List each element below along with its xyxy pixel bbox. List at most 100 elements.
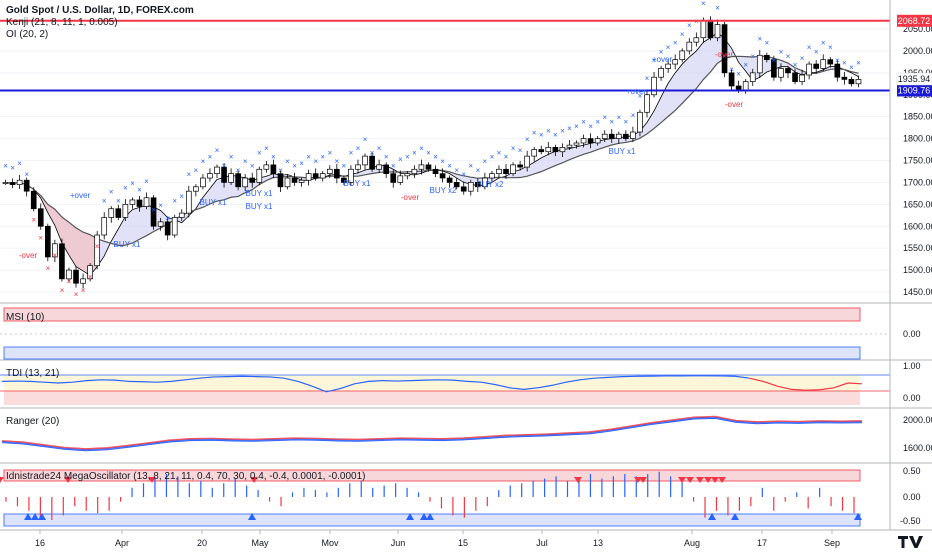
candle-up (193, 186, 199, 192)
msi-pane[interactable]: MSI (10) 0.00 (0, 307, 921, 360)
kenji-marker: × (680, 30, 685, 39)
signal-annotation: -over (725, 100, 744, 109)
ranger-tick-1600: 1600.00 (903, 443, 932, 453)
kenji-marker: × (144, 177, 149, 186)
kenji-marker: × (426, 148, 431, 157)
price-tick-label: 1800.00 (903, 134, 932, 144)
tdi-mid-band (4, 375, 860, 391)
candle-up (496, 168, 502, 174)
candle-up (80, 278, 86, 284)
price-tick-label: 1500.00 (903, 265, 932, 275)
indicator-oi-label[interactable]: OI (20, 2) (6, 29, 48, 40)
candle-up (185, 190, 192, 214)
kenji-marker: × (588, 122, 593, 131)
kenji-marker: × (306, 153, 311, 162)
time-tick-label: 20 (197, 538, 207, 548)
candle-down (608, 133, 615, 139)
candle-up (686, 41, 693, 52)
kenji-marker: × (518, 146, 523, 155)
candle-up (467, 182, 474, 192)
time-axis[interactable]: 16 Apr 20 May Mov Jun 15 Jul 13 Aug 17 Sep (35, 530, 840, 548)
kenji-marker: × (419, 144, 424, 153)
candle-up (665, 63, 671, 69)
tdi-label[interactable]: TDI (13, 21) (6, 368, 59, 379)
tdi-line (1, 375, 750, 393)
candle-up (404, 173, 411, 177)
candle-down (439, 173, 446, 179)
candle-up (87, 265, 93, 280)
price-tick-label: 1450.00 (903, 287, 932, 297)
mega-sell-marker (639, 477, 647, 483)
kenji-marker: × (194, 166, 199, 175)
msi-upper-band (3, 307, 861, 322)
candle-down (460, 186, 467, 192)
kenji-marker: × (278, 166, 283, 175)
candle-up (806, 63, 812, 76)
candle-down (369, 155, 375, 170)
candle-up (397, 175, 404, 183)
kenji-marker: × (109, 188, 114, 197)
kenji-marker: × (165, 214, 170, 223)
kenji-marker: × (757, 34, 762, 43)
mega-tick-zero: 0.00 (903, 492, 921, 502)
candle-down (841, 76, 848, 80)
tdi-pane[interactable]: TDI (13, 21) 1.00 0.00 (0, 361, 921, 405)
mega-label[interactable]: Idnistrade24 MegaOscillator (13, 8, 21, … (6, 471, 365, 482)
price-tick-label: 2000.00 (903, 46, 932, 56)
ranger-pane[interactable]: Ranger (20) 2000.00 1600.00 (1, 415, 932, 453)
msi-label[interactable]: MSI (10) (6, 312, 44, 323)
candle-down (728, 72, 735, 87)
candle-up (482, 177, 488, 188)
support-tag: 1909.76 (897, 84, 932, 97)
candle-up (693, 37, 700, 43)
candle-up (263, 164, 270, 170)
candle-up (637, 111, 643, 133)
kenji-marker: × (821, 39, 826, 48)
candle-up (284, 177, 291, 188)
candle-up (157, 221, 164, 227)
kenji-marker: × (95, 242, 100, 251)
candle-down (538, 149, 545, 153)
kenji-marker: × (743, 61, 748, 70)
kenji-marker: × (567, 124, 572, 133)
price-pane[interactable]: 1450.00 1500.00 1550.00 1600.00 1650.00 1700.… (0, 0, 932, 300)
kenji-marker: × (631, 111, 636, 120)
indicator-kenji-label[interactable]: Kenji (21, 8, 11, 1, 0.005) (6, 17, 118, 28)
time-tick-label: Apr (115, 538, 129, 548)
kenji-marker: × (370, 148, 375, 157)
mega-buy-marker (406, 513, 414, 520)
mega-sell-marker (678, 477, 686, 483)
candle-up (672, 59, 679, 65)
candle-down (45, 225, 51, 258)
candle-down (312, 173, 319, 179)
candle-up (545, 147, 552, 153)
mega-buy-marker (24, 513, 32, 520)
kenji-marker: × (243, 157, 248, 166)
time-tick-label: Aug (684, 538, 700, 548)
kenji-marker: × (616, 113, 621, 122)
kenji-marker: × (377, 144, 382, 153)
candle-up (376, 164, 382, 170)
kenji-marker: × (440, 157, 445, 166)
kenji-marker: × (609, 118, 614, 127)
candle-up (298, 179, 305, 183)
kenji-marker: × (123, 183, 128, 192)
kenji-marker: × (581, 118, 586, 127)
candle-up (566, 144, 573, 148)
mega-sell-marker (250, 477, 258, 483)
candle-down (341, 177, 347, 183)
candle-down (164, 221, 171, 236)
ranger-label[interactable]: Ranger (20) (6, 416, 59, 427)
support-tag-label: 1909.76 (898, 85, 931, 95)
kenji-slow-line (5, 55, 859, 247)
candle-down (827, 59, 834, 65)
candle-down (150, 197, 157, 227)
ranger-lines (1, 415, 863, 452)
kenji-marker: × (659, 47, 664, 56)
price-tick-label: 1600.00 (903, 221, 932, 231)
candle-down (848, 79, 855, 85)
kenji-marker: × (327, 148, 332, 157)
mega-oscillator-pane[interactable]: Idnistrade24 MegaOscillator (13, 8, 21, … (0, 466, 921, 527)
